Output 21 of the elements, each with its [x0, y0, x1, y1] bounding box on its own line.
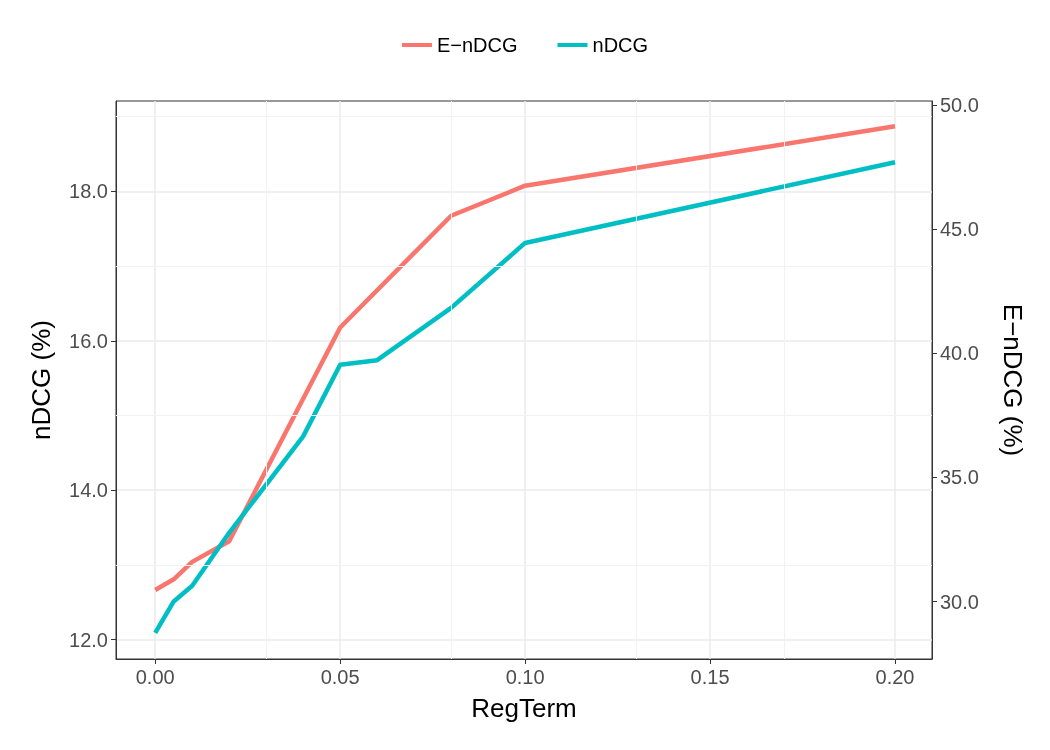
- x-tick-label: 0.20: [875, 666, 915, 688]
- y2-tick-label: 45.0: [940, 218, 979, 241]
- y-tick-label: 16.0: [69, 329, 108, 352]
- x-tick-label: 0.15: [690, 666, 730, 688]
- y-axis-title: nDCG (%): [26, 320, 56, 440]
- x-axis-title: RegTerm: [471, 693, 577, 723]
- y2-tick-label: 35.0: [940, 466, 979, 489]
- x-tick-label: 0.00: [135, 666, 175, 688]
- x-tick-label: 0.10: [505, 666, 545, 688]
- line-series: [152, 160, 898, 636]
- y2-tick-label: 30.0: [940, 590, 979, 613]
- legend-label: E−nDCG: [436, 34, 518, 56]
- y2-axis-title: E−nDCG (%): [998, 303, 1028, 457]
- line-series: [152, 124, 898, 593]
- y-tick-label: 18.0: [69, 180, 108, 203]
- legend-label: nDCG: [592, 34, 649, 56]
- y2-tick-label: 40.0: [940, 342, 979, 365]
- y-tick-label: 12.0: [69, 628, 108, 651]
- y-tick-label: 14.0: [69, 479, 108, 502]
- y2-tick-label: 50.0: [940, 93, 979, 116]
- x-tick-label: 0.05: [320, 666, 360, 688]
